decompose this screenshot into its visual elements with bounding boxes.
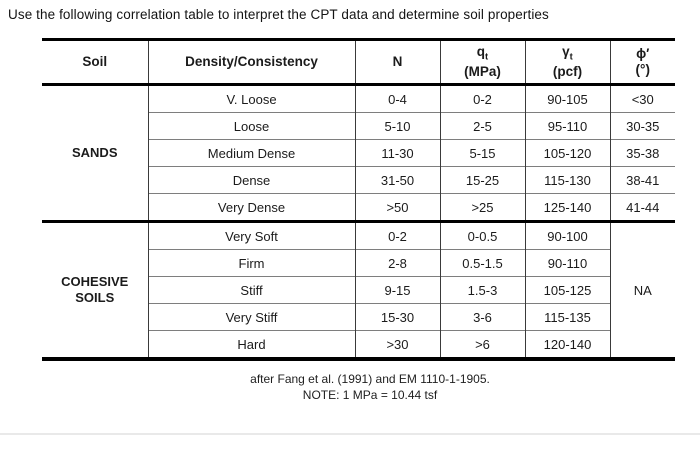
cell-n: 15-30: [354, 303, 440, 331]
table-row: Hard >30 >6 120-140: [42, 330, 675, 361]
cell-n: >30: [354, 330, 440, 361]
table-row: Dense 31-50 15-25 115-130 38-41: [42, 166, 675, 194]
gamma-symbol: γt: [562, 44, 573, 64]
correlation-table-container: Soil Density/Consistency N qt (MPa) γt (…: [42, 38, 675, 361]
cell-phi: 41-44: [609, 193, 675, 222]
correlation-table: Soil Density/Consistency N qt (MPa) γt (…: [42, 38, 675, 361]
cell-qt: 1.5-3: [439, 276, 525, 304]
cell-gamma: 105-125: [524, 276, 610, 304]
cell-density: Firm: [147, 249, 355, 277]
qt-symbol: qt: [476, 44, 489, 64]
cell-density: Medium Dense: [147, 139, 355, 167]
cell-qt: 0-2: [439, 84, 525, 113]
cell-n: 2-8: [354, 249, 440, 277]
cell-density: Hard: [147, 330, 355, 361]
table-row: Stiff 9-15 1.5-3 105-125: [42, 276, 675, 304]
footnote-source: after Fang et al. (1991) and EM 1110-1-1…: [250, 372, 490, 386]
cell-phi: 35-38: [609, 139, 675, 167]
cell-gamma: 105-120: [524, 139, 610, 167]
col-header-qt: qt (MPa): [439, 38, 525, 86]
cell-qt: 0.5-1.5: [439, 249, 525, 277]
gamma-unit: (pcf): [552, 64, 583, 80]
cell-n: 31-50: [354, 166, 440, 194]
table-row: COHESIVE SOILS Very Soft 0-2 0-0.5 90-10…: [42, 220, 675, 361]
table-row: SANDS V. Loose 0-4 0-2 90-105 <30: [42, 84, 675, 160]
page-title: Use the following correlation table to i…: [8, 7, 549, 22]
cell-density: Very Dense: [147, 193, 355, 222]
cell-n: 0-2: [354, 220, 440, 250]
cell-qt: >25: [439, 193, 525, 222]
cell-density: Stiff: [147, 276, 355, 304]
cell-gamma: 125-140: [524, 193, 610, 222]
qt-unit: (MPa): [464, 64, 501, 80]
cell-density: Very Stiff: [147, 303, 355, 331]
table-row: Loose 5-10 2-5 95-110 30-35: [42, 112, 675, 140]
cell-gamma: 115-135: [524, 303, 610, 331]
cell-density: Very Soft: [147, 220, 355, 250]
table-row: Very Dense >50 >25 125-140 41-44: [42, 193, 675, 222]
cell-qt: >6: [439, 330, 525, 361]
soil-group-cohesive-soils: COHESIVE SOILS: [42, 220, 148, 361]
cell-density: Dense: [147, 166, 355, 194]
col-header-n: N: [354, 38, 440, 86]
col-header-soil: Soil: [42, 38, 148, 86]
cell-phi: 38-41: [609, 166, 675, 194]
cell-n: 11-30: [354, 139, 440, 167]
cell-gamma: 95-110: [524, 112, 610, 140]
table-row: Firm 2-8 0.5-1.5 90-110: [42, 249, 675, 277]
cell-n: 9-15: [354, 276, 440, 304]
cell-qt: 2-5: [439, 112, 525, 140]
phi-symbol: ϕ′: [636, 46, 650, 62]
cell-phi: <30: [609, 84, 675, 113]
cell-gamma: 115-130: [524, 166, 610, 194]
cell-gamma: 90-100: [524, 220, 610, 250]
cell-n: 5-10: [354, 112, 440, 140]
table-footnote: after Fang et al. (1991) and EM 1110-1-1…: [42, 371, 698, 403]
soil-group-sands: SANDS: [71, 145, 118, 161]
table-row: Very Stiff 15-30 3-6 115-135: [42, 303, 675, 331]
cell-phi-merged-na: NA: [609, 220, 675, 361]
cell-qt: 15-25: [439, 166, 525, 194]
table-header-row: Soil Density/Consistency N qt (MPa) γt (…: [42, 38, 675, 86]
cell-phi: 30-35: [609, 112, 675, 140]
col-header-phi: ϕ′ (°): [609, 38, 675, 86]
cell-gamma: 90-110: [524, 249, 610, 277]
bottom-divider: [0, 433, 700, 435]
cell-gamma: 120-140: [524, 330, 610, 361]
cell-qt: 3-6: [439, 303, 525, 331]
col-header-gamma-t: γt (pcf): [524, 38, 610, 86]
cell-qt: 5-15: [439, 139, 525, 167]
cell-gamma: 90-105: [524, 84, 610, 113]
table-row: Medium Dense 11-30 5-15 105-120 35-38: [42, 139, 675, 167]
cell-density: Loose: [147, 112, 355, 140]
footnote-note: NOTE: 1 MPa = 10.44 tsf: [302, 388, 438, 403]
phi-unit: (°): [635, 62, 650, 77]
cell-qt: 0-0.5: [439, 220, 525, 250]
col-header-density-consistency: Density/Consistency: [147, 38, 355, 86]
cell-n: >50: [354, 193, 440, 222]
cell-density: V. Loose: [147, 84, 355, 113]
cell-n: 0-4: [354, 84, 440, 113]
